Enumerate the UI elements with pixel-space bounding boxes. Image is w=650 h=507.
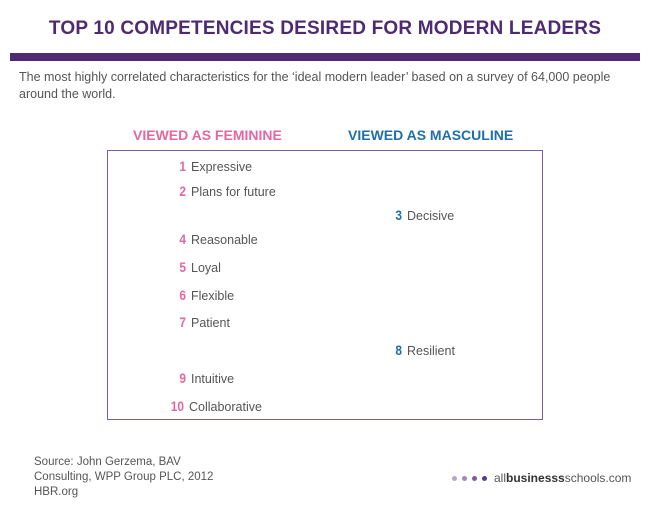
competency-label: Patient	[191, 316, 230, 330]
rank-number: 5	[179, 259, 186, 275]
competency-label: Decisive	[407, 209, 455, 223]
source-line: HBR.org	[34, 486, 79, 498]
source-line: Consulting, WPP Group PLC, 2012	[34, 471, 214, 483]
competency-item: 1 Expressive	[172, 158, 252, 174]
rank-number: 1	[179, 158, 186, 174]
dot-icon	[462, 475, 467, 481]
competency-item: 8 Resilient	[388, 342, 455, 358]
brand-prefix: all	[494, 471, 507, 485]
rank-number: 4	[179, 231, 186, 247]
brand-suffix: schools.com	[564, 471, 632, 485]
competency-label: Resilient	[407, 344, 455, 358]
masculine-column-header: VIEWED AS MASCULINE	[348, 127, 514, 143]
subtitle: The most highly correlated characteristi…	[19, 70, 611, 101]
competency-item: 10 Collaborative	[168, 398, 262, 414]
rank-number: 8	[395, 342, 402, 358]
competency-item: 3 Decisive	[388, 207, 454, 223]
competency-label: Loyal	[191, 261, 221, 275]
source-line: Source: John Gerzema, BAV	[34, 456, 181, 468]
competency-item: 6 Flexible	[172, 287, 234, 303]
dot-icon	[482, 475, 487, 481]
dot-icon	[452, 475, 457, 481]
rank-number: 9	[179, 370, 186, 386]
rank-number: 10	[170, 398, 184, 414]
brand-logo: all businesss schools.com	[452, 471, 631, 485]
competency-item: 9 Intuitive	[172, 370, 234, 386]
competency-item: 7 Patient	[172, 314, 230, 330]
competency-label: Intuitive	[191, 372, 235, 386]
competency-label: Flexible	[191, 289, 235, 303]
competency-item: 2 Plans for future	[172, 183, 276, 199]
competencies-box	[107, 150, 543, 420]
dot-icon	[472, 475, 477, 481]
competency-label: Reasonable	[191, 233, 258, 247]
rank-number: 3	[395, 207, 402, 223]
rank-number: 2	[179, 183, 186, 199]
competency-label: Plans for future	[191, 185, 276, 199]
page-title: TOP 10 COMPETENCIES DESIRED FOR MODERN L…	[48, 18, 602, 39]
feminine-column-header: VIEWED AS FEMININE	[133, 127, 282, 143]
title-divider-bar	[10, 53, 640, 61]
competency-item: 4 Reasonable	[172, 231, 258, 247]
competency-label: Expressive	[191, 160, 253, 174]
rank-number: 6	[179, 287, 186, 303]
source-citation: Source: John Gerzema, BAV Consulting, WP…	[34, 455, 213, 500]
rank-number: 7	[179, 314, 186, 330]
competency-label: Collaborative	[189, 400, 262, 414]
brand-bold: businesss	[506, 471, 565, 485]
competency-item: 5 Loyal	[172, 259, 221, 275]
